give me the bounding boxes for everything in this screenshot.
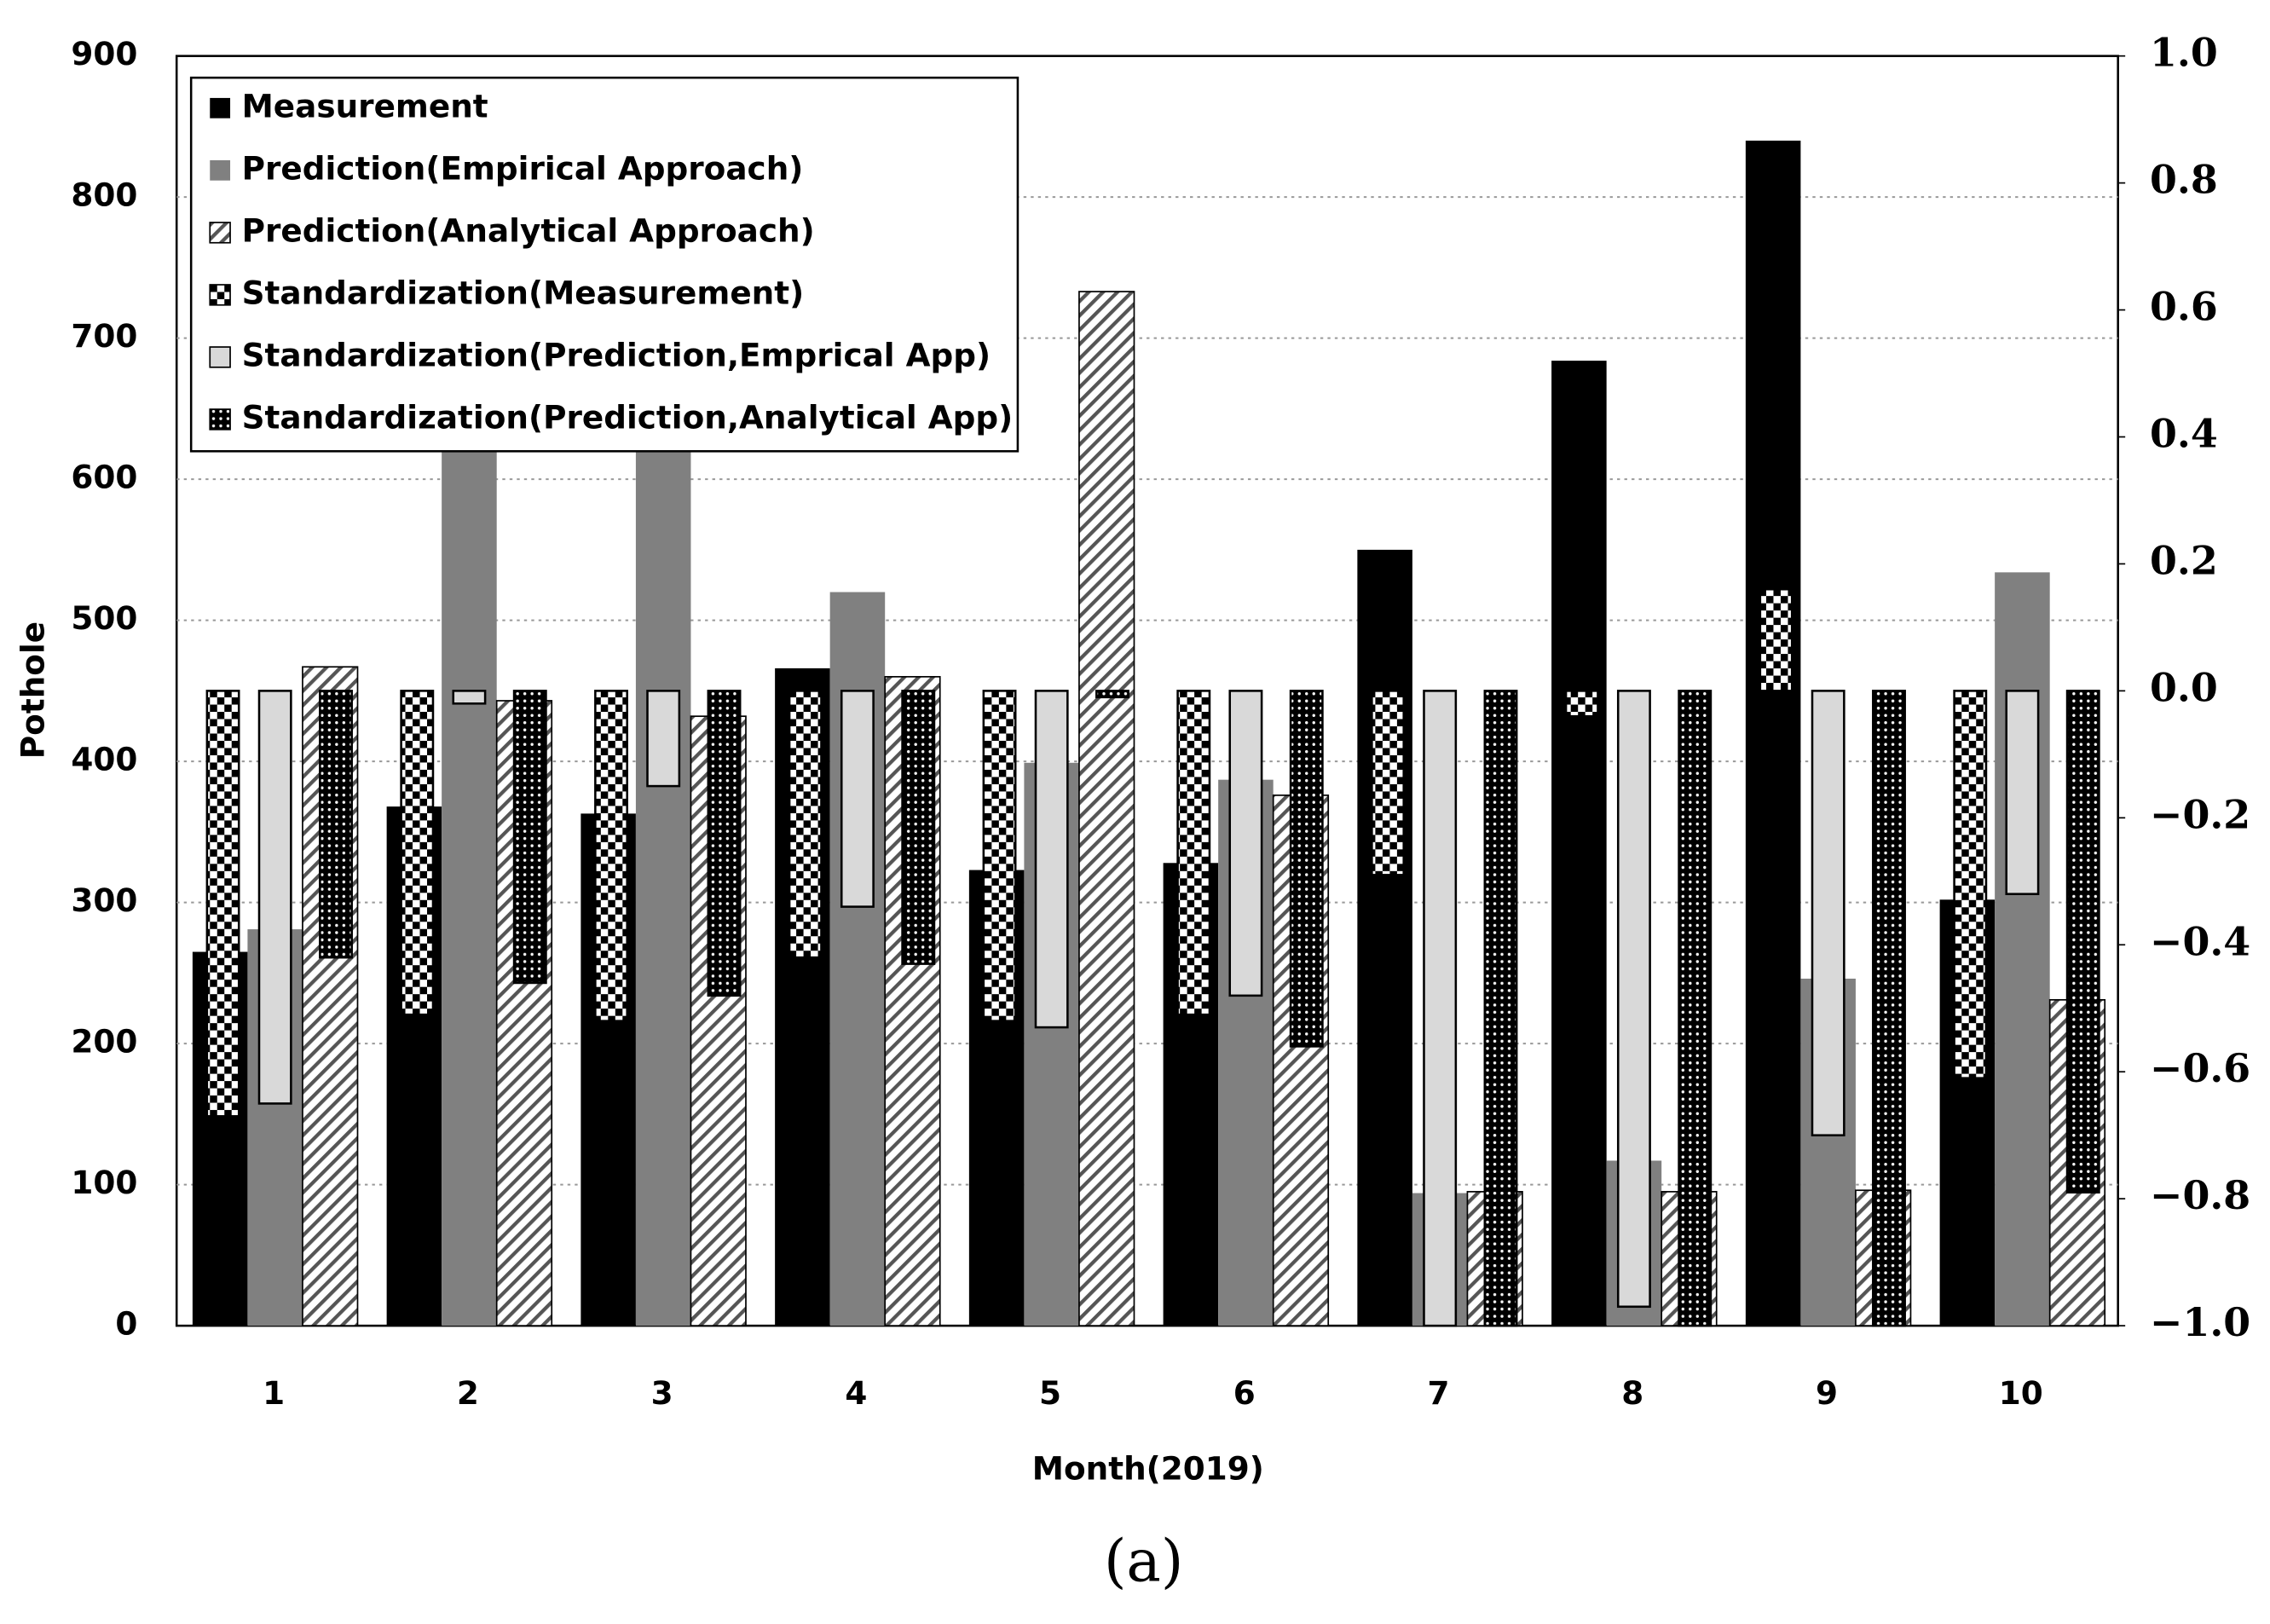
- bar: [1995, 572, 2050, 1326]
- y2-tick-label: 0.4: [2150, 410, 2218, 456]
- y2-tick-label: 0.0: [2150, 664, 2218, 710]
- x-tick-label: 8: [1621, 1374, 1643, 1412]
- bar: [442, 408, 497, 1326]
- std-bar: [1759, 587, 1793, 692]
- std-bar: [452, 690, 487, 705]
- y2-tick-label: 0.2: [2150, 537, 2218, 583]
- y2-tick-label: 0.8: [2150, 157, 2218, 203]
- std-bar: [205, 690, 240, 1118]
- y-tick-label: 200: [71, 1023, 137, 1061]
- legend-swatch: [209, 346, 231, 368]
- y-tick-label: 600: [71, 459, 137, 496]
- y-tick-label: 0: [115, 1305, 137, 1343]
- std-bar: [707, 690, 742, 997]
- std-bar: [1228, 690, 1263, 997]
- std-bar: [2065, 690, 2100, 1193]
- bar: [1551, 361, 1607, 1326]
- std-bar: [1176, 690, 1211, 1016]
- std-bar: [1811, 690, 1845, 1136]
- x-tick-label: 6: [1233, 1374, 1256, 1412]
- y-tick-label: 400: [71, 741, 137, 778]
- x-tick-label: 9: [1816, 1374, 1838, 1412]
- std-bar: [1423, 690, 1458, 1327]
- std-bar: [1034, 690, 1069, 1029]
- std-bar: [1564, 690, 1599, 718]
- y2-tick-label: −0.6: [2150, 1045, 2250, 1091]
- bar: [1078, 291, 1135, 1326]
- legend-label: Measurement: [242, 87, 488, 124]
- legend-swatch: [209, 222, 231, 244]
- caption: (a): [1104, 1529, 1184, 1596]
- std-bar: [1678, 690, 1713, 1327]
- std-bar: [646, 690, 681, 788]
- x-tick-label: 7: [1428, 1374, 1450, 1412]
- std-bar: [2005, 690, 2040, 895]
- y2-tick-label: −0.8: [2150, 1172, 2250, 1218]
- std-bar: [788, 690, 823, 959]
- legend-label: Standardization(Prediction,Emprical App): [242, 336, 991, 373]
- x-tick-label: 3: [651, 1374, 673, 1412]
- legend-label: Standardization(Prediction,Analytical Ap…: [242, 398, 1014, 436]
- legend-swatch: [209, 284, 231, 306]
- x-axis-label: Month(2019): [1032, 1449, 1264, 1487]
- y-axis-label: Pothole: [14, 621, 51, 759]
- bar: [1357, 549, 1412, 1326]
- bar: [1745, 140, 1801, 1326]
- legend-label: Prediction(Analytical Approach): [242, 211, 815, 249]
- x-tick-label: 4: [845, 1374, 867, 1412]
- legend-swatch: [210, 159, 231, 181]
- std-bar: [1095, 690, 1129, 699]
- std-bar: [901, 690, 936, 965]
- std-bar: [1483, 690, 1518, 1327]
- y-tick-label: 700: [71, 317, 137, 355]
- legend-swatch: [209, 408, 231, 431]
- std-bar: [257, 690, 292, 1105]
- legend: Measurement Prediction(Empirical Approach…: [189, 76, 1019, 453]
- x-tick-label: 2: [457, 1374, 479, 1412]
- std-bar: [1616, 690, 1651, 1309]
- std-bar: [1371, 690, 1405, 876]
- std-bar: [512, 690, 547, 985]
- bar: [635, 408, 691, 1326]
- y-tick-label: 900: [71, 35, 137, 72]
- std-bar: [1953, 690, 1988, 1079]
- std-bar: [1872, 690, 1906, 1327]
- std-bar: [319, 690, 353, 959]
- y2-tick-label: −1.0: [2150, 1299, 2250, 1345]
- x-tick-label: 10: [1999, 1374, 2043, 1412]
- legend-box: [189, 76, 1019, 453]
- y2-tick-label: −0.4: [2150, 918, 2250, 964]
- y2-tick-label: 0.6: [2150, 284, 2218, 330]
- std-bar: [982, 690, 1017, 1022]
- y2-tick-label: 1.0: [2150, 30, 2218, 76]
- y-tick-label: 100: [71, 1164, 137, 1201]
- y-tick-label: 800: [71, 176, 137, 214]
- legend-swatch: [210, 97, 231, 118]
- x-tick-label: 1: [263, 1374, 285, 1412]
- legend-label: Standardization(Measurement): [242, 274, 805, 311]
- std-bar: [594, 690, 628, 1022]
- x-tick-label: 5: [1039, 1374, 1061, 1412]
- std-bar: [400, 690, 435, 1016]
- y-tick-label: 500: [71, 599, 137, 637]
- std-bar: [1289, 690, 1324, 1048]
- y2-tick-label: −0.2: [2150, 791, 2250, 837]
- std-bar: [840, 690, 875, 908]
- legend-label: Prediction(Empirical Approach): [242, 149, 804, 187]
- y-tick-label: 300: [71, 881, 137, 919]
